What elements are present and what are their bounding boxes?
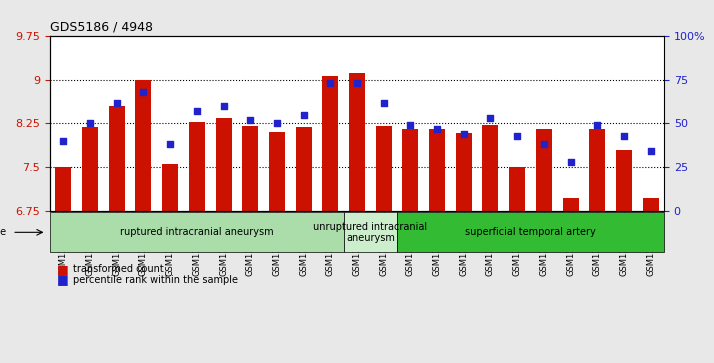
Text: ■: ■ (57, 273, 69, 286)
Point (164, 142, 176, 147)
Text: percentile rank within the sample: percentile rank within the sample (73, 274, 238, 285)
Bar (55, 167, 71, 211)
Bar (403, 129, 418, 211)
Point (645, 148, 656, 154)
Point (511, 133, 523, 139)
Point (138, 89, 149, 95)
Point (405, 122, 416, 128)
Bar (269, 132, 285, 211)
Bar (589, 129, 605, 211)
Bar (349, 73, 365, 211)
Bar (429, 129, 445, 211)
Bar (376, 126, 392, 211)
Point (592, 122, 603, 128)
Bar (536, 129, 552, 211)
Point (271, 121, 283, 126)
Bar (616, 150, 632, 211)
Point (244, 117, 256, 123)
Point (378, 99, 389, 105)
Bar (296, 127, 311, 211)
Point (431, 126, 443, 131)
Point (84, 121, 96, 126)
Bar (643, 198, 659, 211)
Point (298, 112, 309, 118)
Point (618, 133, 630, 139)
Bar (322, 76, 338, 211)
Bar (216, 118, 231, 211)
Bar (456, 133, 472, 211)
Bar (509, 167, 526, 211)
Point (325, 81, 336, 86)
Bar (242, 126, 258, 211)
Text: transformed count: transformed count (73, 264, 164, 274)
Bar (563, 198, 578, 211)
Text: ■: ■ (57, 263, 69, 276)
Bar (188, 122, 205, 211)
Text: ruptured intracranial aneurysm: ruptured intracranial aneurysm (120, 227, 273, 237)
Point (458, 131, 470, 137)
Point (191, 108, 203, 114)
Text: superficial temporal artery: superficial temporal artery (465, 227, 596, 237)
Point (58, 138, 69, 144)
Text: GDS5186 / 4948: GDS5186 / 4948 (50, 21, 153, 34)
Point (218, 103, 229, 109)
Point (351, 81, 363, 86)
Bar (82, 127, 98, 211)
Bar (136, 80, 151, 211)
Bar (483, 125, 498, 211)
Text: tissue: tissue (0, 227, 7, 237)
Point (538, 142, 550, 147)
Point (565, 159, 576, 165)
Text: unruptured intracranial
aneurysm: unruptured intracranial aneurysm (313, 221, 428, 243)
Point (485, 115, 496, 121)
Bar (109, 106, 125, 211)
Bar (162, 164, 178, 211)
Point (111, 99, 122, 105)
